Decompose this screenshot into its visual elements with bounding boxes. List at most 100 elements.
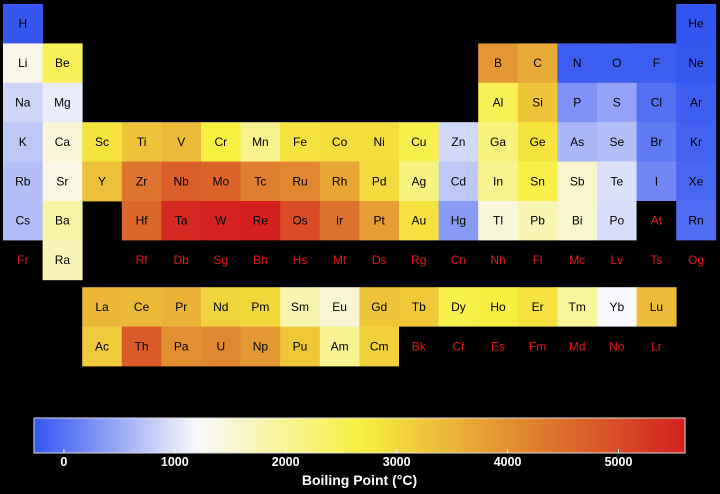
element-symbol: Og xyxy=(688,253,704,267)
element-cell-no: No xyxy=(597,326,637,367)
element-tile xyxy=(319,240,360,281)
element-tile xyxy=(597,240,637,281)
element-cell-c: C xyxy=(517,43,558,84)
element-tile xyxy=(240,287,281,327)
element-tile xyxy=(557,326,598,367)
element-symbol: Ds xyxy=(372,253,387,267)
element-cell-ta: Ta xyxy=(161,201,202,241)
element-symbol: Tb xyxy=(412,300,426,314)
element-symbol: Hf xyxy=(136,214,149,228)
element-tile xyxy=(438,161,479,202)
element-cell-sn: Sn xyxy=(517,161,558,202)
element-symbol: Nd xyxy=(213,300,228,314)
element-symbol: Pd xyxy=(372,174,387,188)
element-symbol: V xyxy=(177,135,185,149)
element-cell-am: Am xyxy=(319,326,360,367)
element-symbol: Ra xyxy=(55,253,71,267)
element-cell-rn: Rn xyxy=(676,201,717,241)
element-tile xyxy=(3,4,43,44)
element-cell-te: Te xyxy=(597,161,637,202)
element-symbol: Ba xyxy=(55,214,70,228)
element-symbol: Lv xyxy=(610,253,623,267)
colorbar-ticks: 0 1000 2000 3000 4000 5000 xyxy=(60,449,632,469)
element-symbol: Be xyxy=(55,56,70,70)
element-tile xyxy=(121,161,162,202)
element-cell-se: Se xyxy=(597,122,637,162)
element-cell-ne: Ne xyxy=(676,43,717,84)
element-tile xyxy=(636,287,677,327)
element-tile xyxy=(42,161,83,202)
element-tile xyxy=(636,82,677,123)
element-tile xyxy=(161,287,202,327)
element-tile xyxy=(557,43,598,84)
element-tile xyxy=(82,122,123,162)
element-cell-cs: Cs xyxy=(3,201,43,241)
element-cell-mt: Mt xyxy=(319,240,360,281)
element-cell-eu: Eu xyxy=(319,287,360,327)
element-symbol: La xyxy=(95,300,109,314)
element-tile xyxy=(557,161,598,202)
element-cell-dy: Dy xyxy=(438,287,479,327)
element-cell-bh: Bh xyxy=(240,240,281,281)
element-cell-db: Db xyxy=(161,240,202,281)
element-tile xyxy=(597,82,637,123)
element-symbol: Tm xyxy=(569,300,586,314)
element-tile xyxy=(201,161,241,202)
element-symbol: Lr xyxy=(651,339,662,353)
element-cell-gd: Gd xyxy=(359,287,400,327)
element-cell-mn: Mn xyxy=(240,122,281,162)
element-tile xyxy=(240,201,281,241)
element-cell-ir: Ir xyxy=(319,201,360,241)
element-tile xyxy=(161,240,202,281)
element-symbol: P xyxy=(573,96,581,110)
element-cell-fl: Fl xyxy=(517,240,558,281)
element-tile xyxy=(438,201,479,241)
element-tile xyxy=(478,43,519,84)
element-tile xyxy=(121,122,162,162)
element-symbol: Bi xyxy=(572,214,583,228)
element-tile xyxy=(121,240,162,281)
element-cell-kr: Kr xyxy=(676,122,717,162)
element-cell-yb: Yb xyxy=(597,287,637,327)
element-cell-cl: Cl xyxy=(636,82,677,123)
element-cell-p: P xyxy=(557,82,598,123)
element-symbol: Ge xyxy=(530,135,546,149)
element-cell-s: S xyxy=(597,82,637,123)
element-tile xyxy=(399,161,439,202)
element-cell-ag: Ag xyxy=(399,161,439,202)
element-symbol: Sm xyxy=(291,300,309,314)
element-symbol: B xyxy=(494,56,502,70)
element-cell-v: V xyxy=(161,122,202,162)
element-symbol: Sg xyxy=(213,253,228,267)
element-tile xyxy=(359,240,400,281)
element-cell-tm: Tm xyxy=(557,287,598,327)
element-cell-er: Er xyxy=(517,287,558,327)
element-symbol: Tl xyxy=(493,214,503,228)
element-symbol: F xyxy=(653,56,660,70)
element-tile xyxy=(517,161,558,202)
element-tile xyxy=(478,82,519,123)
element-cell-mg: Mg xyxy=(42,82,83,123)
element-tile xyxy=(478,122,519,162)
element-symbol: Mo xyxy=(212,174,229,188)
element-symbol: In xyxy=(493,174,503,188)
element-cell-pb: Pb xyxy=(517,201,558,241)
element-cell-y: Y xyxy=(82,161,123,202)
element-tile xyxy=(3,240,43,281)
element-symbol: Fm xyxy=(529,339,546,353)
element-symbol: At xyxy=(651,214,663,228)
element-tile xyxy=(240,122,281,162)
element-symbol: S xyxy=(613,96,621,110)
element-cell-ra: Ra xyxy=(42,240,83,281)
element-cell-pr: Pr xyxy=(161,287,202,327)
element-symbol: Au xyxy=(411,214,426,228)
element-tile xyxy=(161,122,202,162)
element-tile xyxy=(557,82,598,123)
element-symbol: Ho xyxy=(490,300,506,314)
element-tile xyxy=(280,201,321,241)
element-symbol: Ca xyxy=(55,135,71,149)
element-tile xyxy=(3,122,43,162)
element-symbol: Ag xyxy=(411,174,426,188)
element-symbol: K xyxy=(19,135,27,149)
element-cell-rb: Rb xyxy=(3,161,43,202)
